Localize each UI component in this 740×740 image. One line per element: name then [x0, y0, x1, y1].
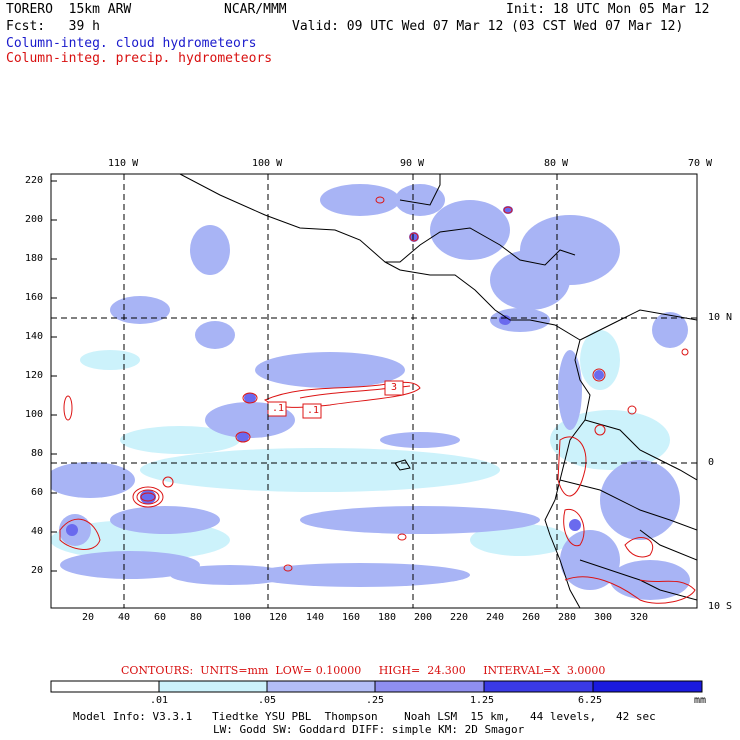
coastlines	[179, 174, 697, 608]
colorbar-level: .01	[150, 695, 169, 706]
y-tick-label: 100	[25, 409, 44, 420]
y-tick-label: 40	[31, 526, 44, 537]
x-tick-label: 120	[269, 612, 288, 623]
lat-label: 10 S	[708, 601, 733, 612]
x-tick-label: 240	[486, 612, 505, 623]
y-tick-label: 160	[25, 292, 44, 303]
contour-label: .1	[272, 403, 285, 414]
x-tick-label: 320	[630, 612, 649, 623]
y-tick-label: 180	[25, 253, 44, 264]
y-tick-label: 140	[25, 331, 44, 342]
y-tick-label: 60	[31, 487, 44, 498]
contour-label: .1	[307, 405, 320, 416]
y-tick-label: 80	[31, 448, 44, 459]
model-title: TORERO 15km ARW	[6, 2, 132, 17]
colorbar-level: .25	[366, 695, 385, 706]
contour-labels	[267, 380, 404, 419]
y-tick-label: 20	[31, 565, 44, 576]
model-info: Model Info: V3.3.1 Tiedtke YSU PBL Thomp…	[73, 710, 656, 723]
x-tick-label: 20	[82, 612, 95, 623]
map-frame	[50, 173, 698, 609]
x-tick-label: 220	[450, 612, 469, 623]
colorbar-unit: mm	[694, 695, 707, 706]
colorbar-level: .05	[258, 695, 277, 706]
x-tick-label: 100	[233, 612, 252, 623]
x-tick-label: 40	[118, 612, 131, 623]
lon-label: 110 W	[108, 158, 139, 169]
lat-label: 0	[708, 457, 715, 468]
precip-contours	[59, 196, 696, 604]
y-tick-label: 200	[25, 214, 44, 225]
legend-cloud: Column-integ. cloud hydrometeors	[6, 36, 257, 51]
x-tick-label: 200	[414, 612, 433, 623]
colorbar-level: 1.25	[470, 695, 495, 706]
init-time: Init: 18 UTC Mon 05 Mar 12	[506, 2, 710, 17]
x-tick-label: 280	[558, 612, 577, 623]
forecast-hour: Fcst: 39 h	[6, 19, 100, 34]
organization-label: NCAR/MMM	[224, 2, 287, 17]
y-tick-label: 120	[25, 370, 44, 381]
contours-info: CONTOURS: UNITS=mm LOW= 0.10000 HIGH= 24…	[121, 664, 606, 677]
lat-lon-grid	[51, 174, 697, 608]
x-tick-label: 300	[594, 612, 613, 623]
lat-label: 10 N	[708, 312, 733, 323]
lon-label: 100 W	[252, 158, 283, 169]
lon-label: 80 W	[544, 158, 569, 169]
x-tick-label: 260	[522, 612, 541, 623]
model-physics: LW: Godd SW: Goddard DIFF: simple KM: 2D…	[213, 723, 525, 736]
x-tick-label: 160	[342, 612, 361, 623]
valid-time: Valid: 09 UTC Wed 07 Mar 12 (03 CST Wed …	[292, 19, 684, 34]
y-tick-label: 220	[25, 175, 44, 186]
x-tick-label: 180	[378, 612, 397, 623]
lon-label: 90 W	[400, 158, 425, 169]
legend-precip: Column-integ. precip. hydrometeors	[6, 51, 273, 66]
colorbar	[50, 680, 703, 693]
colorbar-level: 6.25	[578, 695, 603, 706]
x-tick-label: 140	[306, 612, 325, 623]
x-tick-label: 60	[154, 612, 167, 623]
x-tick-label: 80	[190, 612, 203, 623]
lon-label: 70 W	[688, 158, 713, 169]
contour-label: 3	[391, 382, 398, 393]
cloud-shading	[51, 184, 690, 600]
